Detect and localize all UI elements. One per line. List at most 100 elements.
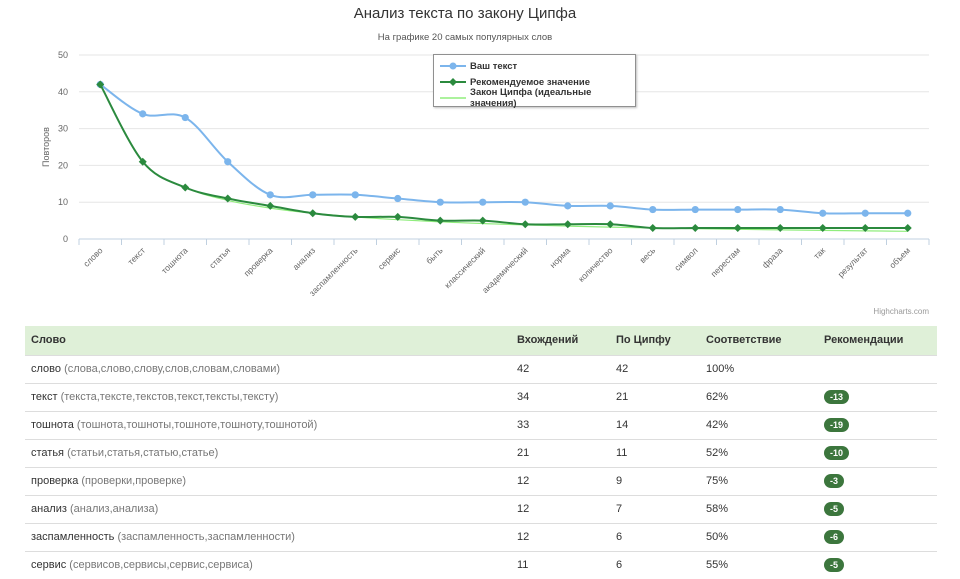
data-point-your-text[interactable]: [351, 191, 359, 199]
data-point-your-text[interactable]: [691, 205, 699, 214]
data-point-recommended[interactable]: [776, 223, 785, 232]
cell-zipf: 9: [616, 475, 623, 487]
data-point-your-text[interactable]: [436, 198, 444, 206]
legend-item-zipf-ideal[interactable]: Закон Ципфа (идеальные значения): [434, 87, 635, 109]
y-tick-label: 0: [63, 234, 68, 244]
legend-label-your-text: Ваш текст: [470, 60, 518, 72]
x-category-label: проверка: [242, 245, 275, 278]
data-point-your-text[interactable]: [479, 198, 487, 206]
x-category-label: символ: [672, 245, 699, 272]
data-point-your-text[interactable]: [564, 202, 572, 210]
data-point-recommended[interactable]: [903, 223, 912, 232]
cell-word: текст (текста,тексте,текстов,текст,текст…: [25, 383, 511, 411]
y-tick-label: 50: [58, 50, 68, 60]
word-forms: (проверки,проверке): [81, 475, 187, 487]
data-point-recommended[interactable]: [521, 220, 530, 229]
header-recommendations: Рекомендации: [824, 334, 904, 347]
data-point-your-text[interactable]: [139, 110, 147, 118]
table-row: проверка (проверки,проверке) 12 9 75% -3: [25, 467, 937, 495]
x-category-label: сервис: [376, 245, 403, 272]
data-point-your-text[interactable]: [266, 191, 274, 199]
x-category-label: слово: [81, 245, 105, 269]
word-frequency-table-container: Слово Вхождений По Ципфу Соответствие Ре…: [25, 326, 937, 579]
cell-word: статья (статьи,статья,статью,статье): [25, 439, 511, 467]
data-point-your-text[interactable]: [394, 194, 402, 203]
data-point-recommended[interactable]: [223, 194, 232, 203]
cell-occurrences: 11: [517, 559, 529, 572]
data-point-recommended[interactable]: [181, 183, 190, 192]
data-point-recommended[interactable]: [351, 212, 360, 221]
data-point-recommended[interactable]: [478, 216, 487, 225]
data-point-your-text[interactable]: [309, 191, 317, 199]
data-point-your-text[interactable]: [861, 209, 869, 217]
x-category-label: объем: [887, 245, 912, 270]
cell-zipf: 11: [616, 447, 628, 459]
data-point-your-text[interactable]: [734, 205, 742, 214]
data-point-your-text[interactable]: [606, 202, 614, 210]
cell-occurrences: 34: [517, 391, 530, 403]
table-body: слово (слова,слово,слову,слов,словам,сло…: [25, 355, 937, 579]
data-point-recommended[interactable]: [733, 223, 742, 232]
x-category-label: количество: [576, 245, 615, 284]
chart-legend: Ваш текст Рекомендуемое значение Закон Ц…: [433, 54, 636, 109]
data-point-recommended[interactable]: [393, 212, 402, 221]
legend-item-recommended[interactable]: Рекомендуемое значение: [434, 74, 635, 90]
data-point-recommended[interactable]: [96, 80, 105, 89]
data-point-recommended[interactable]: [861, 223, 870, 232]
word-text: тошнота: [31, 419, 74, 431]
cell-recommendation: -19: [818, 411, 937, 439]
cell-zipf: 42: [616, 363, 629, 375]
word-forms: (текста,тексте,текстов,текст,тексты,текс…: [60, 391, 279, 403]
header-occurrences: Вхождений: [517, 334, 579, 347]
word-text: статья: [31, 447, 65, 459]
data-point-your-text[interactable]: [649, 205, 657, 214]
word-forms: (сервисов,сервисы,сервис,сервиса): [69, 559, 253, 572]
x-category-label: статья: [207, 245, 232, 270]
line-marker-icon: [440, 97, 466, 99]
data-point-your-text[interactable]: [776, 205, 784, 214]
data-point-recommended[interactable]: [436, 216, 445, 225]
legend-item-your-text[interactable]: Ваш текст: [434, 58, 635, 74]
data-point-your-text[interactable]: [521, 198, 529, 206]
cell-recommendation: -6: [818, 523, 937, 551]
table-row: текст (текста,тексте,текстов,текст,текст…: [25, 383, 937, 411]
cell-occurrences: 12: [517, 475, 530, 487]
cell-word: проверка (проверки,проверке): [25, 467, 511, 495]
cell-occurrences: 12: [517, 503, 530, 515]
data-point-recommended[interactable]: [648, 223, 657, 232]
cell-match: 75%: [706, 475, 729, 487]
data-point-your-text[interactable]: [224, 158, 232, 166]
cell-zipf: 6: [616, 559, 623, 572]
word-forms: (статьи,статья,статью,статье): [67, 447, 219, 459]
cell-occurrences: 21: [517, 447, 530, 459]
table-row: заспамленность (заспамленность,заспамлен…: [25, 523, 937, 551]
cell-word: сервис (сервисов,сервисы,сервис,сервиса): [25, 551, 511, 579]
data-point-your-text[interactable]: [181, 113, 189, 122]
header-word: Слово: [31, 334, 66, 347]
data-point-your-text[interactable]: [819, 209, 827, 217]
x-category-label: анализ: [290, 245, 317, 272]
x-axis: слово текст тошнота статья проверка анализзас…: [78, 238, 930, 298]
x-category-label: классический: [442, 245, 487, 290]
data-point-recommended[interactable]: [266, 201, 275, 210]
data-point-your-text[interactable]: [904, 209, 912, 217]
word-frequency-table: Слово Вхождений По Ципфу Соответствие Ре…: [25, 326, 937, 579]
data-point-recommended[interactable]: [818, 223, 827, 232]
x-category-label: фраза: [760, 245, 785, 270]
word-text: слово: [31, 363, 61, 375]
data-point-recommended[interactable]: [138, 157, 147, 166]
word-text: заспамленность: [31, 531, 115, 543]
recommendation-badge: -6: [824, 530, 845, 544]
data-point-recommended[interactable]: [563, 220, 572, 229]
data-point-recommended[interactable]: [606, 220, 615, 229]
y-axis-ticks: 0 10 20 30 40 50: [58, 50, 68, 244]
data-point-recommended[interactable]: [308, 209, 317, 218]
table-header-row: Слово Вхождений По Ципфу Соответствие Ре…: [25, 326, 937, 355]
credits-link[interactable]: Highcharts.com: [873, 307, 929, 316]
y-axis-title: Повторов: [41, 127, 51, 167]
cell-word: слово (слова,слово,слову,слов,словам,сло…: [25, 355, 511, 383]
y-tick-label: 40: [58, 87, 68, 97]
data-point-recommended[interactable]: [691, 223, 700, 232]
recommendation-badge: -5: [824, 502, 845, 516]
cell-word: анализ (анализ,анализа): [25, 495, 511, 523]
